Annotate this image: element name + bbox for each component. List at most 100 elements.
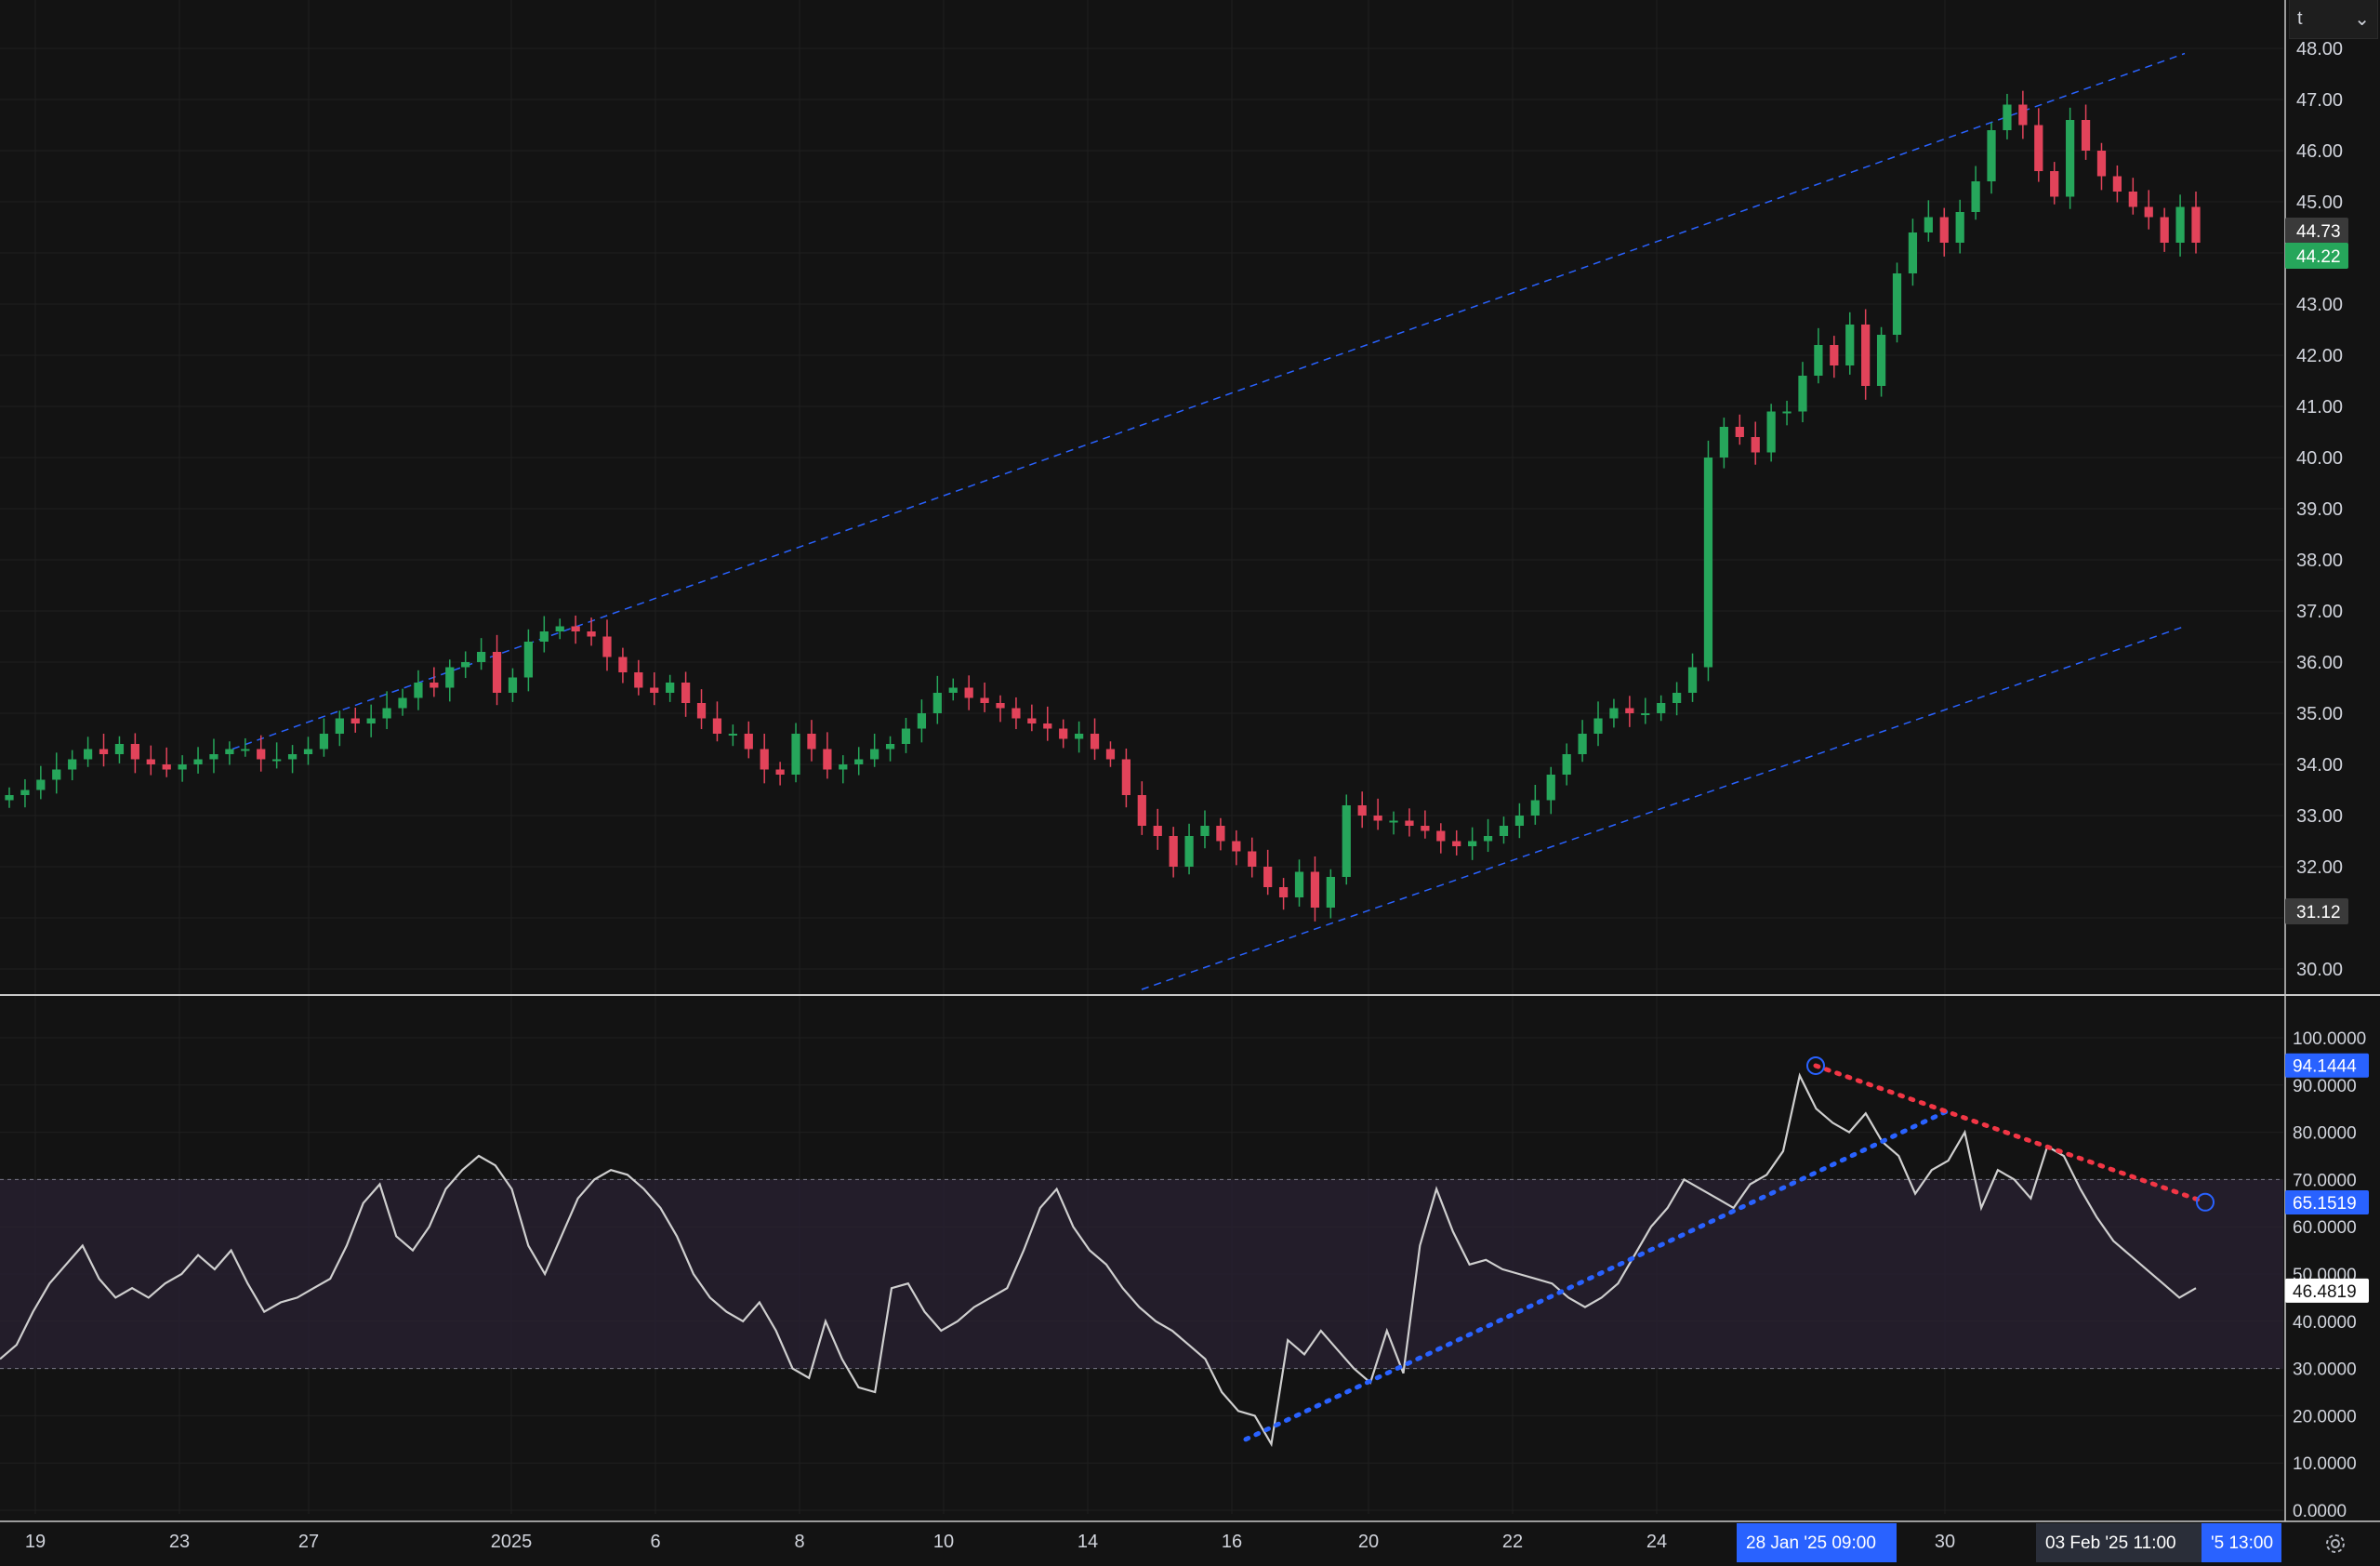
candle[interactable] bbox=[477, 638, 486, 670]
trend-handle-end[interactable] bbox=[2196, 1192, 2215, 1212]
candle[interactable] bbox=[539, 616, 549, 653]
candle[interactable] bbox=[712, 701, 722, 742]
candle[interactable] bbox=[932, 675, 942, 724]
candle[interactable] bbox=[1059, 719, 1068, 749]
candle[interactable] bbox=[2018, 90, 2028, 139]
candle[interactable] bbox=[1845, 312, 1855, 375]
candle[interactable] bbox=[2160, 207, 2169, 252]
rsi-trend-lines[interactable] bbox=[1243, 1055, 2215, 1442]
candle[interactable] bbox=[523, 629, 534, 692]
candle[interactable] bbox=[350, 707, 360, 733]
candle[interactable] bbox=[1955, 199, 1964, 254]
candle[interactable] bbox=[1436, 823, 1446, 854]
candle[interactable] bbox=[178, 755, 187, 782]
candle[interactable] bbox=[1278, 878, 1289, 910]
candle[interactable] bbox=[1232, 829, 1241, 866]
candle[interactable] bbox=[1137, 781, 1146, 835]
candle[interactable] bbox=[2112, 165, 2122, 203]
candle[interactable] bbox=[257, 735, 266, 772]
candle[interactable] bbox=[83, 737, 93, 767]
candle[interactable] bbox=[2096, 142, 2107, 191]
candle[interactable] bbox=[2175, 194, 2185, 257]
candle[interactable] bbox=[1043, 706, 1052, 741]
candle[interactable] bbox=[1514, 803, 1525, 839]
candle[interactable] bbox=[1121, 748, 1131, 808]
candle[interactable] bbox=[1657, 695, 1666, 722]
candle[interactable] bbox=[1389, 811, 1398, 835]
candle[interactable] bbox=[760, 734, 769, 784]
candle[interactable] bbox=[1200, 810, 1210, 849]
candle[interactable] bbox=[917, 699, 927, 743]
candle[interactable] bbox=[1766, 404, 1776, 462]
candle[interactable] bbox=[287, 745, 298, 774]
candle[interactable] bbox=[807, 720, 816, 762]
candle[interactable] bbox=[1216, 817, 1225, 851]
candle[interactable] bbox=[52, 752, 61, 794]
candle[interactable] bbox=[1546, 766, 1555, 815]
candle[interactable] bbox=[634, 659, 643, 696]
candle[interactable] bbox=[2081, 104, 2091, 160]
candle[interactable] bbox=[571, 615, 580, 644]
candle[interactable] bbox=[36, 765, 46, 800]
trend-handle-start[interactable] bbox=[1806, 1055, 1825, 1075]
candle[interactable] bbox=[1924, 200, 1933, 242]
candle[interactable] bbox=[130, 733, 139, 774]
candle[interactable] bbox=[1342, 794, 1351, 885]
candle[interactable] bbox=[964, 675, 973, 710]
channel-lower-line[interactable] bbox=[1141, 625, 2186, 990]
candle[interactable] bbox=[398, 688, 407, 716]
candles[interactable] bbox=[5, 90, 2201, 922]
candle[interactable] bbox=[2191, 192, 2201, 254]
candle[interactable] bbox=[1751, 421, 1760, 465]
settings-button[interactable] bbox=[2315, 1525, 2356, 1562]
candle[interactable] bbox=[1090, 718, 1100, 761]
channel-upper-line[interactable] bbox=[231, 52, 2186, 750]
candle[interactable] bbox=[366, 704, 376, 737]
candle[interactable] bbox=[1830, 336, 1839, 378]
candle[interactable] bbox=[618, 647, 628, 683]
candle[interactable] bbox=[1971, 166, 1980, 220]
candle[interactable] bbox=[99, 734, 109, 767]
candle[interactable] bbox=[681, 671, 691, 717]
candle[interactable] bbox=[241, 737, 250, 757]
candle[interactable] bbox=[1105, 741, 1116, 767]
candle[interactable] bbox=[1814, 327, 1823, 384]
candle[interactable] bbox=[414, 670, 423, 710]
candle[interactable] bbox=[1405, 808, 1414, 837]
rsi-series[interactable] bbox=[0, 1072, 2197, 1448]
candle[interactable] bbox=[114, 736, 125, 763]
candle[interactable] bbox=[1184, 823, 1194, 875]
candle[interactable] bbox=[1310, 856, 1320, 922]
candle[interactable] bbox=[1672, 682, 1682, 716]
candle[interactable] bbox=[2050, 162, 2059, 205]
candle[interactable] bbox=[1892, 262, 1902, 343]
rsi-support-trend-line[interactable] bbox=[1243, 1106, 1955, 1442]
candle[interactable] bbox=[1609, 698, 1619, 728]
candle[interactable] bbox=[728, 724, 737, 747]
candle[interactable] bbox=[1452, 829, 1461, 856]
candle[interactable] bbox=[20, 778, 30, 808]
candle[interactable] bbox=[602, 619, 612, 671]
candle[interactable] bbox=[209, 738, 218, 774]
candle[interactable] bbox=[1530, 785, 1540, 825]
symbol-selector[interactable]: t ⌄ bbox=[2289, 0, 2378, 39]
candle[interactable] bbox=[823, 732, 832, 779]
rsi-line[interactable] bbox=[0, 1072, 2197, 1448]
candle[interactable] bbox=[1735, 414, 1744, 445]
candle[interactable] bbox=[1861, 309, 1871, 400]
candle[interactable] bbox=[1012, 697, 1021, 730]
candle[interactable] bbox=[1719, 418, 1728, 469]
candle[interactable] bbox=[775, 762, 785, 786]
candle[interactable] bbox=[303, 737, 313, 765]
candle[interactable] bbox=[1687, 653, 1698, 702]
candle[interactable] bbox=[445, 659, 455, 702]
candle[interactable] bbox=[587, 617, 596, 646]
candle[interactable] bbox=[319, 718, 329, 757]
candle[interactable] bbox=[870, 734, 879, 767]
candle[interactable] bbox=[146, 745, 155, 776]
candle[interactable] bbox=[1782, 400, 1792, 426]
candle[interactable] bbox=[901, 717, 911, 753]
candle[interactable] bbox=[5, 787, 14, 808]
candle[interactable] bbox=[1263, 849, 1273, 896]
